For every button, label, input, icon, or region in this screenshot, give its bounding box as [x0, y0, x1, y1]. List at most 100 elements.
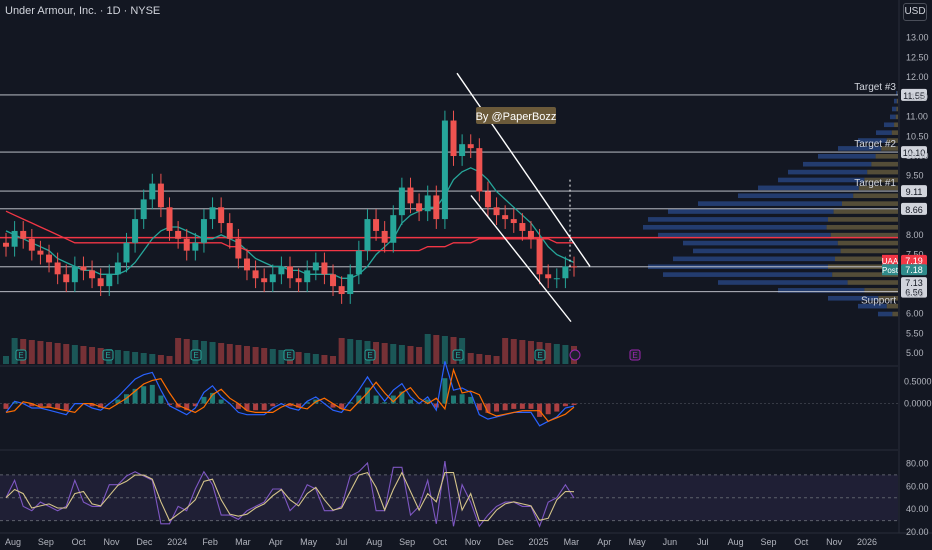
dividend-marker[interactable]: E	[569, 349, 641, 361]
time-axis-label: Jul	[336, 537, 348, 547]
price-tag	[901, 277, 927, 289]
volume-profile-bar	[896, 106, 898, 112]
earnings-marker[interactable]: E	[452, 349, 464, 361]
candle-body	[450, 120, 457, 157]
time-axis-label: Nov	[104, 537, 121, 547]
macd-histogram-bar	[261, 403, 267, 411]
volume-profile-bar	[894, 122, 898, 128]
candle-body	[183, 238, 190, 251]
volume-bar	[424, 334, 431, 364]
annotations: By @PaperBozz	[476, 107, 557, 124]
candle-body	[424, 195, 431, 212]
macd-histogram-bar	[485, 403, 491, 413]
candle-body	[295, 278, 302, 283]
candle-body	[493, 207, 500, 216]
volume-bar	[527, 341, 534, 364]
volume-bar	[476, 354, 483, 364]
volume-bar	[149, 354, 156, 364]
macd-histogram-bar	[390, 395, 396, 404]
macd-histogram-bar	[382, 402, 388, 404]
volume-profile-bar	[840, 248, 898, 254]
volume-profile-bar	[881, 146, 898, 151]
watermark-box	[476, 107, 556, 124]
earnings-marker[interactable]: E	[534, 349, 546, 361]
level-tag	[901, 185, 927, 198]
macd-panel	[0, 361, 898, 427]
price-tick: 7.50	[906, 250, 924, 260]
volume-profile-bar	[864, 288, 898, 293]
volume-bar	[209, 342, 216, 364]
volume-bar	[261, 348, 268, 364]
volume-bar	[114, 350, 121, 364]
macd-histogram-bar	[425, 399, 431, 404]
rsi-tick: 40.00	[906, 504, 929, 514]
time-axis-label: 2026	[857, 537, 877, 547]
time-axis-label: Oct	[72, 537, 87, 547]
level-tag-text: 11.55	[903, 91, 925, 101]
macd-histogram-bar	[244, 403, 250, 411]
macd-histogram-bar	[184, 403, 190, 411]
price-tag-name: UAA	[882, 257, 899, 266]
trend-channel	[456, 72, 591, 323]
candle-body	[243, 258, 250, 271]
volume-profile-bar	[658, 232, 831, 238]
earnings-marker[interactable]: E	[364, 349, 376, 361]
macd-histogram-bar	[468, 396, 474, 404]
candle-body	[484, 191, 491, 208]
price-tick: 6.50	[906, 289, 924, 299]
candle-body	[46, 254, 53, 263]
volume-profile-bar	[842, 201, 898, 206]
volume-profile-bar	[648, 217, 828, 222]
volume-profile-bar	[830, 232, 898, 238]
earnings-marker[interactable]: E	[102, 349, 114, 361]
volume-bar	[175, 338, 182, 364]
time-axis-label: Apr	[269, 537, 283, 547]
volume-bar	[467, 353, 474, 364]
earnings-marker-box	[452, 349, 464, 361]
volume-bar	[46, 342, 53, 364]
watermark-text: By @PaperBozz	[476, 111, 557, 123]
price-tick: 13.00	[906, 33, 929, 43]
volume-profile-bar	[884, 122, 895, 128]
candle-body	[433, 195, 440, 220]
candle-body	[192, 242, 199, 251]
macd-histogram-bar	[132, 388, 138, 404]
volume-bar	[140, 353, 147, 364]
time-axis: Aug Sep Oct Nov Dec 2024 Feb Mar Apr May Jul Aug Sep…	[5, 537, 877, 547]
macd-line	[5, 361, 575, 427]
earnings-marker-text: E	[286, 351, 291, 360]
macd-histogram-bar	[571, 403, 577, 406]
price-tag	[901, 264, 927, 276]
price-tick: 10.50	[906, 131, 929, 141]
volume-profile-bar	[835, 256, 898, 262]
price-axis: 11.5510.109.118.666.565.005.506.006.507.…	[882, 33, 932, 537]
candle-body	[3, 242, 9, 247]
candle-body	[381, 230, 388, 243]
earnings-marker[interactable]: E	[190, 349, 202, 361]
volume-profile-bar	[897, 90, 898, 96]
candle-body	[312, 262, 319, 271]
candle-body	[149, 183, 156, 200]
time-axis-label: Sep	[760, 537, 776, 547]
candle-body	[132, 219, 139, 243]
candle-body	[502, 215, 509, 220]
candle-body	[80, 266, 87, 271]
volume-profile-bar	[853, 193, 898, 199]
price-tick: 10.00	[906, 151, 929, 161]
candle-body	[519, 223, 526, 231]
time-axis-label: Sep	[38, 537, 54, 547]
horizontal-levels: Target #3 Target #2 Target #1 Support	[0, 82, 898, 307]
earnings-marker[interactable]: E	[15, 349, 27, 361]
candle-body	[37, 250, 44, 255]
earnings-marker-box	[15, 349, 27, 361]
currency-button[interactable]: USD	[903, 3, 927, 21]
price-tick: 11.50	[906, 92, 928, 102]
earnings-marker[interactable]: E	[283, 349, 295, 361]
future-earnings-text: E	[632, 351, 637, 360]
volume-bar	[252, 347, 259, 364]
rsi-tick: 60.00	[906, 481, 929, 491]
macd-histogram-bar	[502, 403, 508, 411]
macd-histogram-bar	[235, 403, 241, 409]
